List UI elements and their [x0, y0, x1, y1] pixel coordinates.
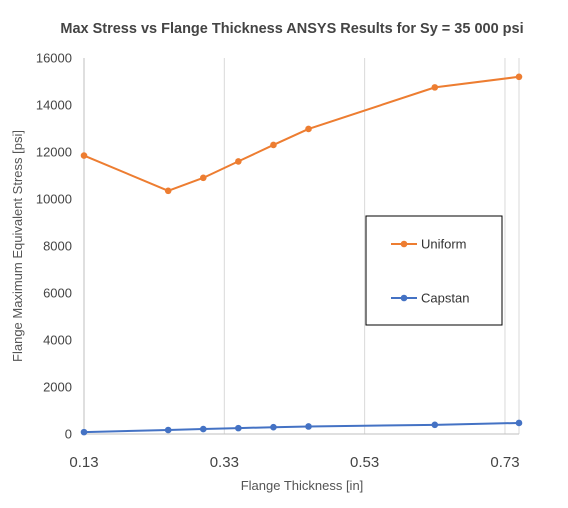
- series-line: [83, 421, 520, 434]
- data-point: [80, 428, 88, 436]
- axes: [83, 58, 519, 435]
- x-tick-label: 0.33: [210, 454, 239, 471]
- data-point: [515, 419, 523, 427]
- data-point: [305, 125, 312, 133]
- series-uniform: [80, 73, 523, 195]
- legend-label: Capstan: [421, 291, 469, 306]
- chart-title: Max Stress vs Flange Thickness ANSYS Res…: [60, 21, 523, 37]
- y-axis-title: Flange Maximum Equivalent Stress [psi]: [10, 130, 25, 362]
- y-tick-label: 0: [65, 427, 72, 442]
- data-point: [164, 426, 172, 434]
- data-point: [164, 187, 172, 195]
- x-tick-label: 0.53: [350, 454, 379, 471]
- y-axis-ticks: 0 2000 4000 6000 8000 10000 12000 14000 16000: [36, 51, 72, 442]
- series-capstan: [80, 419, 523, 436]
- data-point: [235, 158, 242, 165]
- data-point: [199, 425, 207, 433]
- legend-items: Uniform Capstan: [391, 237, 469, 306]
- y-tick-label: 6000: [43, 286, 72, 301]
- series-layer: [80, 73, 523, 436]
- x-tick-label: 0.13: [69, 454, 98, 471]
- y-tick-label: 12000: [36, 145, 72, 160]
- legend-label: Uniform: [421, 237, 467, 252]
- data-point: [515, 73, 523, 81]
- legend-swatch-marker: [400, 240, 408, 248]
- legend-item-uniform: Uniform: [391, 237, 467, 252]
- data-point: [431, 84, 439, 91]
- data-point: [80, 152, 88, 159]
- legend-swatch-marker: [400, 294, 408, 302]
- legend: Uniform Capstan: [365, 215, 503, 326]
- y-tick-label: 10000: [36, 192, 72, 207]
- y-tick-label: 14000: [36, 98, 72, 113]
- data-point: [270, 141, 277, 149]
- series-line: [83, 75, 520, 192]
- data-point: [305, 423, 312, 430]
- data-point: [431, 421, 439, 429]
- legend-box: [365, 215, 503, 326]
- legend-item-capstan: Capstan: [391, 291, 469, 306]
- data-point: [270, 423, 277, 431]
- x-axis-ticks: 0.13 0.33 0.53 0.73: [69, 454, 519, 471]
- data-point: [235, 424, 242, 432]
- y-tick-label: 2000: [43, 380, 72, 395]
- y-tick-label: 4000: [43, 333, 72, 348]
- y-tick-label: 16000: [36, 51, 72, 66]
- x-axis-title: Flange Thickness [in]: [241, 478, 364, 493]
- gridlines: [223, 58, 520, 434]
- y-tick-label: 8000: [43, 239, 72, 254]
- x-tick-label: 0.73: [490, 454, 519, 471]
- data-point: [199, 174, 207, 182]
